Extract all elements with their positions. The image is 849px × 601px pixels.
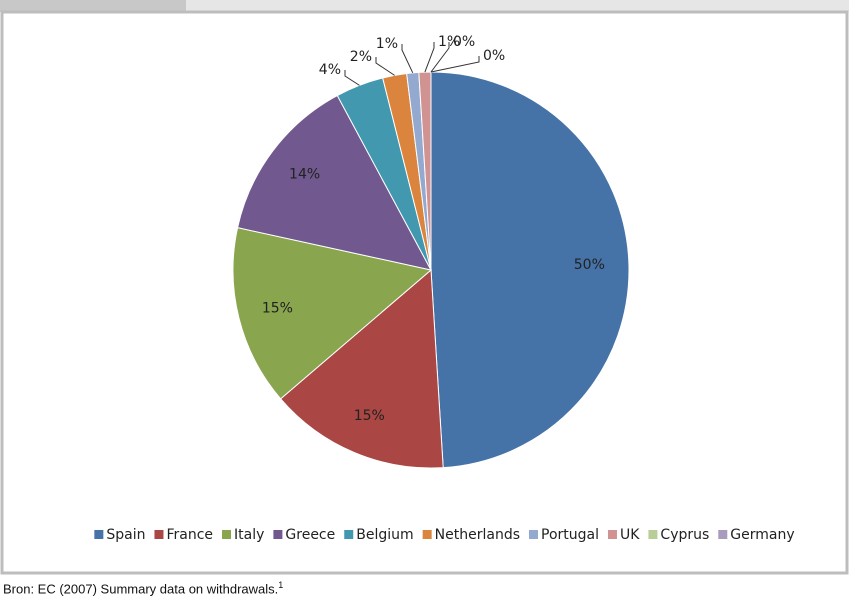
pie-slice [232,227,433,400]
source-text: Bron: EC (2007) Summary data on withdraw… [3,581,279,597]
data-label: 15% [262,301,293,317]
legend-label: Cyprus [660,527,709,543]
legend-label: UK [620,527,640,543]
data-label: 14% [289,167,320,183]
legend-label: Portugal [541,527,599,543]
source-note: Bron: EC (2007) Summary data on withdraw… [3,580,283,596]
legend-swatch [607,530,617,539]
legend-label: Germany [730,527,794,543]
legend-swatch [529,530,538,539]
chart: 50%15%15%14%4%2%1% 1%0%0%Spain France Italy… [0,0,849,575]
legend-swatch [222,530,232,539]
legend-swatch [422,530,432,539]
legend-swatch [718,530,728,539]
legend-label: Belgium [356,527,413,543]
legend-swatch [273,530,283,539]
legend-label: Netherlands [435,527,520,543]
legend-swatch [94,530,104,539]
header-bar [0,0,186,12]
leader-line [401,44,414,74]
data-label: 0% [483,48,505,64]
legend-label: Italy [234,527,264,543]
leader-line [430,56,480,73]
legend: Spain France Italy Greece Belgium Netherlands… [94,527,795,543]
leader-line [375,57,395,76]
legend-swatch [154,530,164,539]
data-label: 15% [354,408,385,424]
data-label: 1% [376,36,398,52]
data-label: 4% [319,62,341,78]
pie-slice [236,94,432,271]
header-bar [186,0,849,12]
pie-slice [430,71,630,469]
legend-swatch [648,530,658,539]
leader-line [424,42,435,73]
legend-swatch [344,530,354,539]
data-label: 0% [453,34,475,50]
legend-label: Greece [285,527,335,543]
footnote-mark: 1 [278,580,284,590]
data-label: 50% [574,257,605,273]
data-label: 2% [350,49,372,65]
pie-slice [279,268,444,469]
leader-line [344,70,360,86]
legend-label: Spain [106,527,145,543]
legend-label: France [166,527,213,543]
leader-line [430,42,450,73]
